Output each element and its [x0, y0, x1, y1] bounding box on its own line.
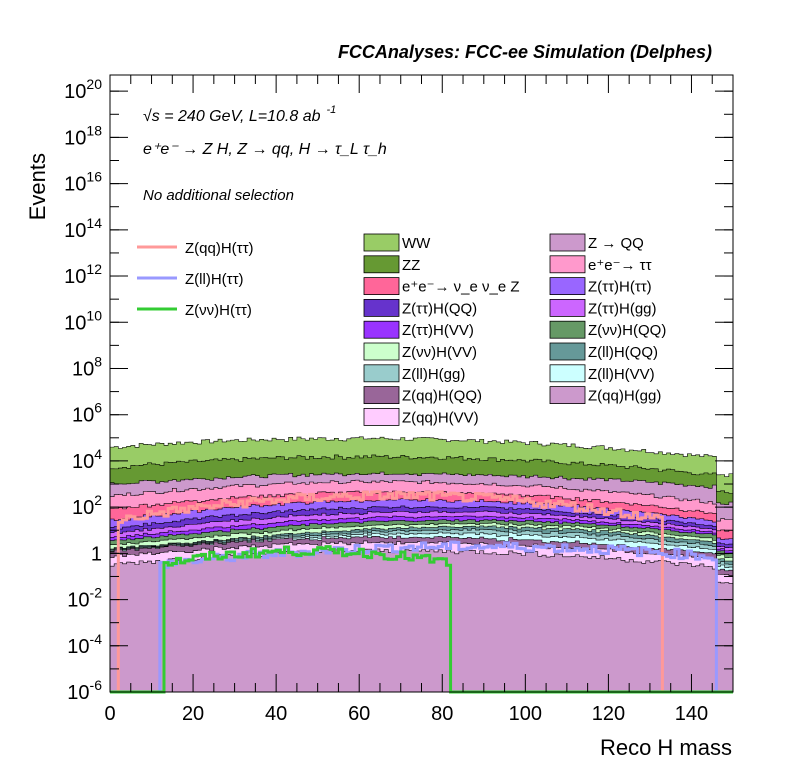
legend: Z(qq)H(ττ) Z(ll)H(ττ) Z(νν)H(ττ) WW ZZ e⁺e⁻→ …	[137, 233, 666, 426]
legend-entry-label: Z(νν)H(ττ)	[185, 302, 252, 319]
legend-entry-label: Z(qq)H(VV)	[402, 409, 479, 426]
x-tick-label: 120	[592, 703, 625, 725]
selection-annotation: No additional selection	[143, 187, 294, 204]
signal-z-ll-h-	[110, 540, 733, 694]
y-tick-label: 1014	[64, 215, 102, 242]
y-tick-label: 10-2	[67, 585, 102, 612]
legend-entry-label: Z(ll)H(QQ)	[588, 344, 658, 361]
stacked-histograms	[109, 436, 734, 693]
legend-entry-label: Z(qq)H(QQ)	[402, 388, 482, 405]
legend-entry-label: e⁺e⁻→ ν_e ν_e Z	[402, 279, 520, 296]
x-tick-label: 60	[348, 703, 370, 725]
legend-swatch	[363, 298, 400, 317]
annotation-block: √s = 240 GeV, L=10.8 ab -1 e⁺e⁻ → Z H, Z …	[143, 104, 387, 204]
legend-entry-label: Z(ττ)H(QQ)	[402, 300, 477, 317]
legend-swatch	[549, 364, 586, 383]
legend-swatch	[363, 342, 400, 361]
y-tick-label: 1012	[64, 261, 102, 288]
legend-swatch	[363, 233, 400, 252]
legend-entry-label: WW	[402, 235, 431, 252]
legend-swatch	[363, 386, 400, 405]
y-tick-label: 102	[72, 492, 102, 519]
stack-series-z-qq-h-gg-	[109, 548, 734, 693]
legend-entry-label: Z(ll)H(ττ)	[185, 271, 244, 288]
x-tick-label: 20	[182, 703, 204, 725]
legend-swatch	[363, 255, 400, 274]
y-tick-label: 106	[72, 400, 102, 427]
signal-z-qq-h-	[110, 490, 733, 694]
lumi-exponent: -1	[327, 104, 337, 116]
legend-entry-label: Z(ττ)H(ττ)	[588, 279, 652, 296]
legend-swatch	[363, 277, 400, 296]
y-axis-title: Events	[25, 153, 50, 220]
x-tick-label: 140	[675, 703, 708, 725]
y-tick-label: 108	[72, 353, 102, 380]
legend-entry-label: e⁺e⁻→ ττ	[588, 257, 652, 274]
y-tick-label: 1	[91, 543, 102, 565]
legend-swatch	[363, 320, 400, 339]
legend-swatch	[549, 320, 586, 339]
chart-title: FCCAnalyses: FCC-ee Simulation (Delphes)	[338, 42, 712, 62]
y-tick-label: 1016	[64, 169, 102, 196]
x-tick-label: 40	[265, 703, 287, 725]
y-tick-label: 1010	[64, 307, 102, 334]
legend-swatch	[549, 277, 586, 296]
legend-entry-label: Z(qq)H(ττ)	[185, 240, 254, 257]
legend-entry-label: Z(νν)H(QQ)	[588, 322, 666, 339]
y-tick-label: 104	[72, 446, 102, 473]
legend-entry-label: Z(qq)H(gg)	[588, 388, 661, 405]
legend-swatch	[549, 233, 586, 252]
sqrt-s: √s	[143, 108, 160, 125]
axes: 0 20 40 60 80 100 120 140 10-6 10-4 10-2 1 102 104 106…	[64, 75, 734, 725]
x-tick-label: 0	[104, 703, 115, 725]
legend-swatch	[549, 255, 586, 274]
legend-entry-label: Z(ll)H(gg)	[402, 366, 465, 383]
legend-entry-label: Z(ττ)H(gg)	[588, 300, 657, 317]
energy-annotation: √s = 240 GeV, L=10.8 ab -1	[143, 104, 336, 125]
y-tick-label: 1020	[64, 76, 102, 103]
legend-entry-label: Z(ττ)H(VV)	[402, 322, 474, 339]
process-annotation: e⁺e⁻ → Z H, Z → qq, H → τ_L τ_h	[143, 141, 387, 158]
legend-swatch	[549, 298, 586, 317]
energy-text: = 240 GeV, L=10.8 ab	[160, 108, 321, 125]
legend-swatch	[363, 364, 400, 383]
y-tick-label: 10-6	[67, 677, 102, 704]
legend-entry-label: Z(νν)H(VV)	[402, 344, 477, 361]
legend-entry-label: Z → QQ	[588, 235, 644, 252]
x-tick-label: 100	[509, 703, 542, 725]
legend-swatch	[549, 342, 586, 361]
legend-entry-label: Z(ll)H(VV)	[588, 366, 655, 383]
legend-entry-label: ZZ	[402, 257, 420, 274]
legend-swatch	[363, 407, 400, 426]
y-tick-label: 10-4	[67, 631, 102, 658]
x-tick-label: 80	[431, 703, 453, 725]
x-axis-title: Reco H mass	[600, 735, 732, 760]
y-tick-label: 1018	[64, 122, 102, 149]
legend-swatch	[549, 386, 586, 405]
